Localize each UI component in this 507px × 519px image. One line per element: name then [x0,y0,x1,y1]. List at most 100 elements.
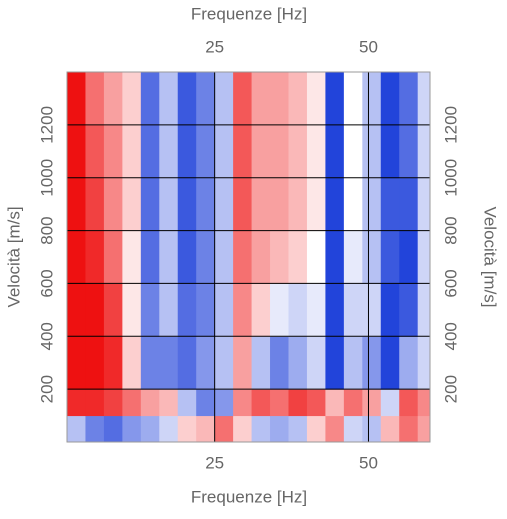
heat-cell [233,72,253,126]
heat-cell [67,177,86,232]
heat-cell [325,230,345,284]
heat-cell [306,415,326,443]
heat-cell [67,72,86,126]
heat-cell [177,177,197,232]
heat-cell [325,72,345,126]
y-tick-label-right: 1200 [441,106,460,144]
heat-cell [270,415,289,443]
heat-cell [67,124,86,179]
heat-cell [325,124,345,179]
heat-cell [85,72,105,126]
heat-cell [196,336,216,390]
heat-cell [159,336,179,390]
x-tick-label-bottom: 50 [359,453,378,472]
heat-cell [343,177,363,232]
heat-cell [177,124,197,179]
heat-cell [85,415,105,443]
heat-cell [417,124,431,179]
heat-cell [343,336,363,390]
heat-cell [214,415,234,443]
y-tick-label-right: 400 [441,322,460,350]
heat-cell [270,230,289,284]
heat-cell [85,283,105,337]
heat-cell [399,283,419,337]
heat-cell [85,124,105,179]
heat-cell [122,124,142,179]
heat-cell [325,415,345,443]
heat-cell [251,177,271,232]
heat-cell [270,124,289,179]
heat-cell [270,336,289,390]
heat-cell [417,230,431,284]
heat-cell [399,177,419,232]
heat-cell [214,72,234,126]
heat-cell [122,283,142,337]
heat-cell [159,283,179,337]
heat-cell [214,124,234,179]
heat-cell [140,124,160,179]
y-tick-label-left: 600 [37,269,56,297]
heat-cell [196,230,216,284]
y-tick-label-right: 1000 [441,159,460,197]
heat-cell [103,230,123,284]
heat-cell [288,72,308,126]
heat-cell [103,124,123,179]
heat-cell [214,336,234,390]
heat-cell [85,230,105,284]
heat-cell [362,283,382,337]
heat-cell [159,124,179,179]
heat-cell [140,415,160,443]
heat-cell [251,415,271,443]
heat-cell [122,415,142,443]
heat-cell [325,389,345,417]
heat-cell [233,389,253,417]
heat-cell [177,283,197,337]
heat-cell [251,336,271,390]
heat-cell [140,389,160,417]
heat-cell [417,283,431,337]
x-tick-label-top: 25 [205,37,224,56]
y-tick-label-left: 200 [37,375,56,403]
heat-cell [362,415,382,443]
heat-cell [343,72,363,126]
heat-cell [159,230,179,284]
heat-cell [325,283,345,337]
heat-cell [288,177,308,232]
y-tick-label-right: 600 [441,269,460,297]
heat-cell [288,230,308,284]
heat-cell [343,415,363,443]
x-tick-label-top: 50 [359,37,378,56]
heat-cell [288,389,308,417]
heat-cell [306,230,326,284]
x-tick-label-bottom: 25 [205,453,224,472]
heat-cell [270,283,289,337]
heat-cell [140,230,160,284]
heat-cell [159,389,179,417]
heat-cell [103,415,123,443]
heat-cell [399,230,419,284]
y-tick-label-right: 800 [441,216,460,244]
heat-cell [270,177,289,232]
plot-frame [66,71,431,443]
heat-cell [196,283,216,337]
heat-cell [362,72,382,126]
heat-cell [67,230,86,284]
heat-cell [417,336,431,390]
heat-cell [214,283,234,337]
heat-cell [177,336,197,390]
heat-cell [417,177,431,232]
heat-cell [399,389,419,417]
heat-cell [343,124,363,179]
heat-cell [214,177,234,232]
heat-cell [362,389,382,417]
heat-cell [288,283,308,337]
heat-cell [233,230,253,284]
heat-cell [159,415,179,443]
heat-cell [196,124,216,179]
heat-cell [288,415,308,443]
heat-cell [380,336,400,390]
heat-cell [67,336,86,390]
heat-cell [306,389,326,417]
heat-cell [362,230,382,284]
heat-cell [380,177,400,232]
